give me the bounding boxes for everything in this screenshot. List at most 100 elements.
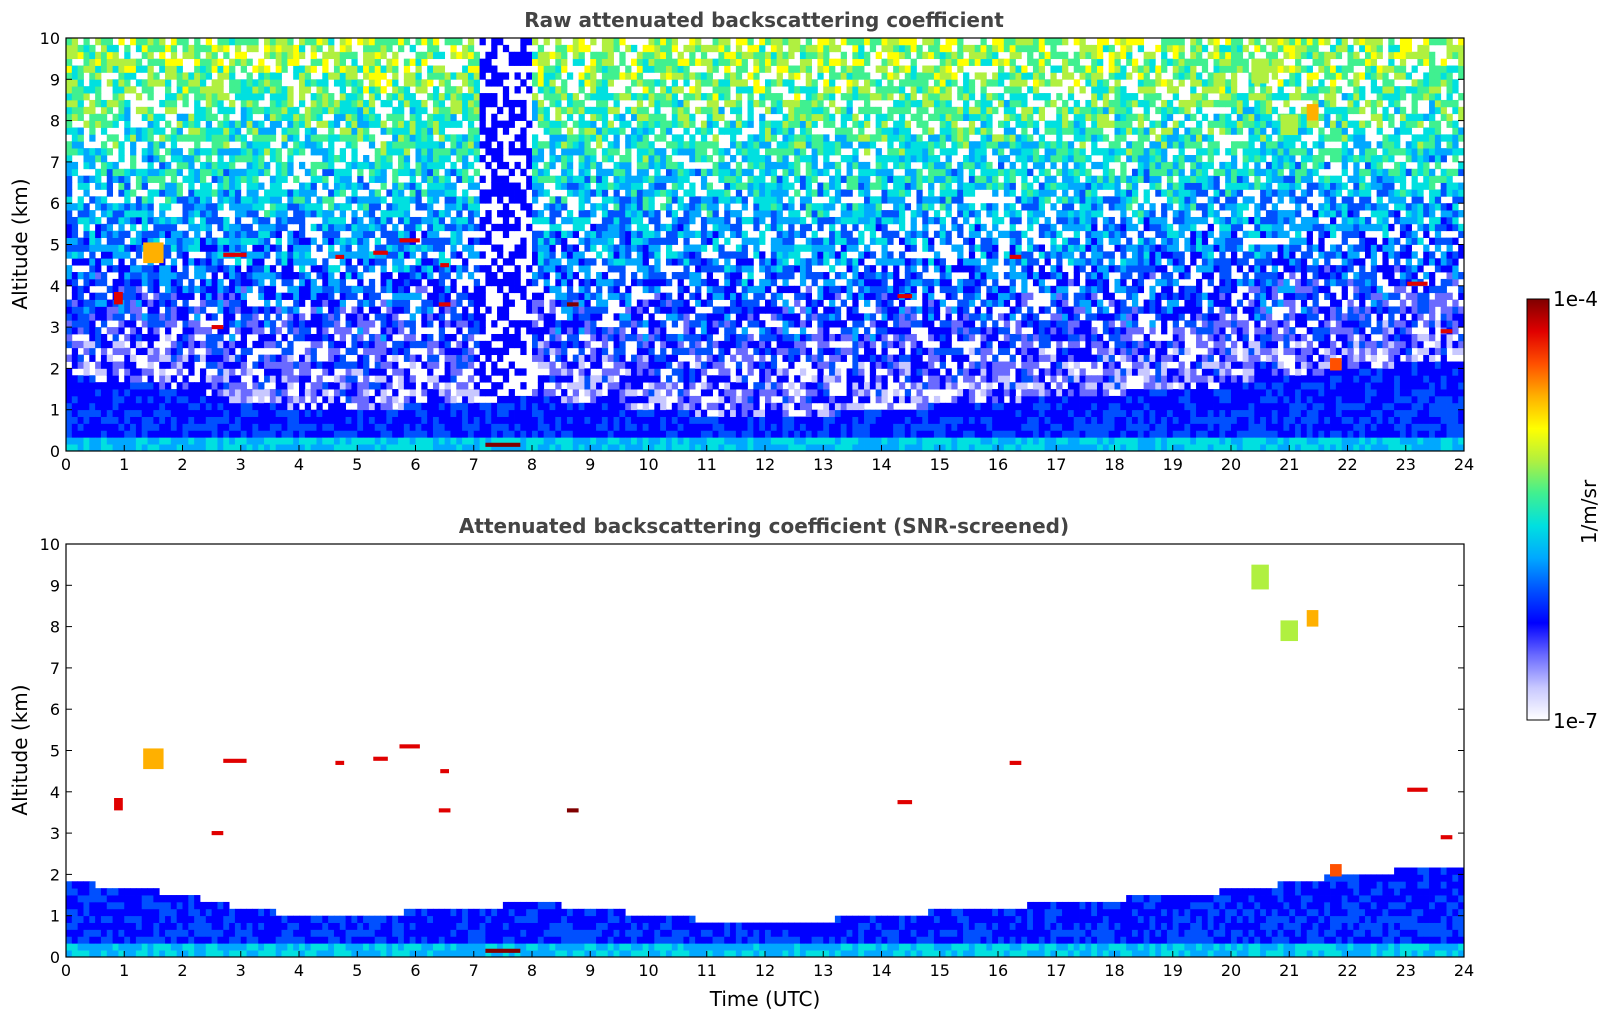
heatmap-cell [561, 58, 568, 66]
heatmap-cell [304, 320, 312, 328]
heatmap-cell [211, 333, 218, 342]
heatmap-cell [601, 354, 609, 362]
heatmap-cell [293, 44, 300, 53]
heatmap-cell [427, 182, 434, 190]
heatmap-cell [613, 99, 620, 108]
heatmap-cell [275, 44, 282, 53]
heatmap-cell [135, 175, 143, 183]
heatmap-cell [374, 65, 381, 73]
heatmap-cell [380, 155, 387, 163]
heatmap-cell [648, 44, 655, 53]
heatmap-cell [118, 113, 125, 121]
heatmap-cell [223, 402, 230, 411]
heatmap-cell [508, 148, 515, 156]
heatmap-cell [95, 368, 102, 376]
heatmap-cell [229, 58, 236, 66]
heatmap-cell [456, 402, 463, 411]
heatmap-cell [357, 327, 364, 335]
heatmap-cell [322, 223, 329, 232]
heatmap-cell [106, 161, 114, 170]
heatmap-cell [333, 402, 341, 411]
heatmap-cell [409, 340, 416, 349]
heatmap-cell [631, 203, 638, 211]
heatmap-cell [112, 409, 119, 417]
heatmap-cell [240, 368, 247, 376]
heatmap-cell [234, 444, 242, 452]
heatmap-cell [293, 299, 300, 307]
heatmap-cell [415, 127, 422, 135]
heatmap-cell [322, 237, 329, 245]
heatmap-cell [275, 168, 282, 177]
heatmap-cell [683, 333, 690, 342]
heatmap-cell [636, 237, 644, 245]
heatmap-cell [211, 437, 218, 445]
heatmap-cell [432, 313, 440, 321]
heatmap-cell [502, 99, 510, 108]
heatmap-cell [333, 382, 341, 390]
heatmap-cell [310, 416, 317, 424]
heatmap-cell [427, 258, 434, 266]
heatmap-cell [520, 168, 527, 177]
heatmap-cell [514, 189, 521, 197]
heatmap-cell [462, 79, 469, 87]
heatmap-cell [613, 189, 620, 197]
heatmap-cell [199, 44, 207, 53]
heatmap-cell [275, 86, 282, 94]
heatmap-cell [415, 340, 422, 349]
heatmap-cell [438, 99, 446, 108]
heatmap-cell [508, 196, 515, 204]
heatmap-cell [392, 395, 399, 404]
heatmap-cell [95, 203, 102, 211]
heatmap-cell [415, 258, 422, 266]
heatmap-cell [566, 375, 574, 383]
heatmap-cell [299, 237, 306, 245]
heatmap-cell [211, 265, 218, 273]
heatmap-cell [537, 99, 545, 108]
heatmap-cell [590, 361, 597, 369]
heatmap-cell [398, 402, 405, 411]
heatmap-cell [246, 416, 253, 424]
heatmap-cell [147, 340, 154, 349]
heatmap-cell [561, 395, 568, 404]
heatmap-cell [229, 148, 236, 156]
heatmap-cell [467, 134, 475, 142]
heatmap-cell [631, 113, 638, 121]
heatmap-cell [625, 148, 632, 156]
heatmap-cell [217, 106, 224, 115]
heatmap-cell [403, 402, 411, 411]
heatmap-cell [537, 409, 545, 417]
heatmap-cell [229, 175, 236, 183]
heatmap-cell [252, 168, 259, 177]
heatmap-cell [561, 141, 568, 149]
heatmap-cell [421, 216, 428, 225]
heatmap-cell [532, 155, 539, 163]
heatmap-cell [398, 285, 405, 294]
heatmap-cell [269, 361, 277, 369]
heatmap-cell [368, 265, 376, 273]
heatmap-cell [566, 285, 574, 294]
heatmap-cell [648, 278, 655, 287]
heatmap-cell [695, 423, 702, 431]
heatmap-cell [625, 141, 632, 149]
heatmap-cell [432, 106, 440, 115]
heatmap-cell [450, 168, 457, 177]
heatmap-cell [485, 347, 492, 356]
heatmap-cell [572, 223, 580, 232]
heatmap-cell [386, 237, 393, 245]
heatmap-cell [689, 58, 696, 66]
heatmap-cell [316, 44, 323, 53]
heatmap-cell [269, 354, 277, 362]
heatmap-cell [380, 175, 387, 183]
heatmap-cell [147, 389, 154, 397]
heatmap-cell [613, 430, 620, 438]
heatmap-cell [403, 182, 411, 190]
heatmap-cell [223, 320, 230, 328]
heatmap-cell [502, 210, 510, 218]
heatmap-cell [566, 210, 574, 218]
heatmap-cell [438, 409, 446, 417]
heatmap-cell [427, 134, 434, 142]
heatmap-cell [561, 182, 568, 190]
heatmap-cell [100, 416, 108, 424]
heatmap-cell [281, 272, 288, 280]
heatmap-cell [689, 51, 696, 60]
